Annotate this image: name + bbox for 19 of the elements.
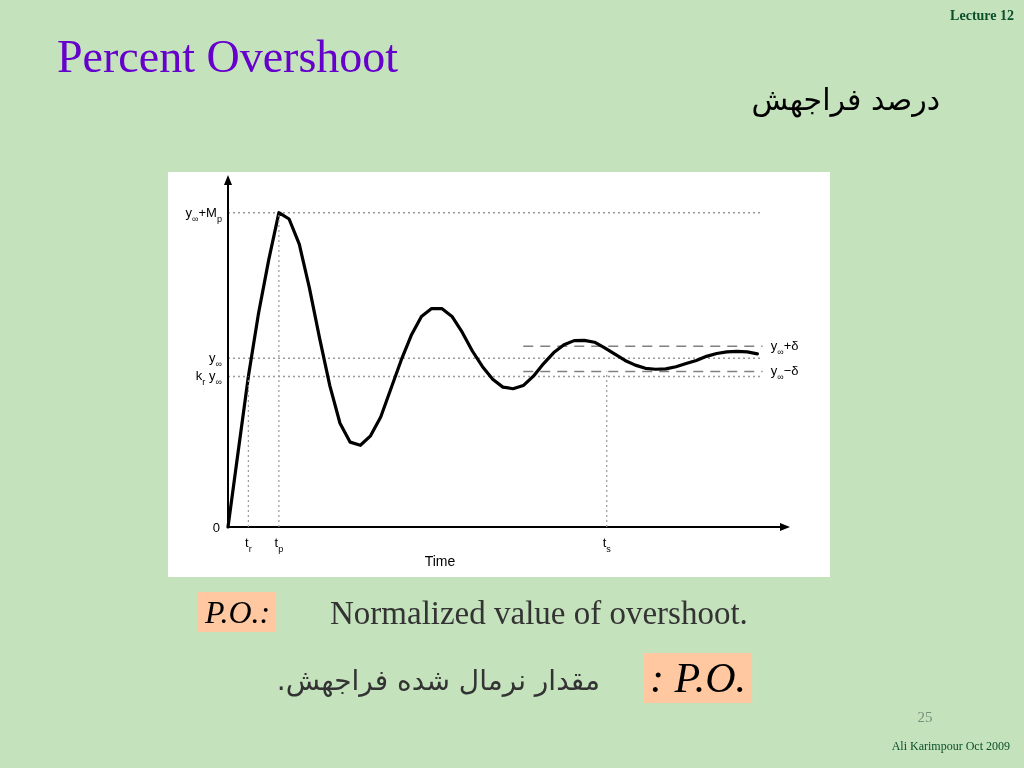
ref-line-label: k$_{r}$ y$_{∞}$ bbox=[195, 368, 222, 388]
text: Normalized value of overshoot. bbox=[330, 595, 748, 631]
text: 0 bbox=[212, 520, 220, 535]
text: درصد فراجهش bbox=[751, 82, 940, 118]
text: Lecture 12 bbox=[950, 8, 1014, 23]
text: P.O.: bbox=[204, 594, 271, 630]
ref-line-label: y$_{∞}$+M$_{p}$ bbox=[185, 204, 222, 224]
text: Ali Karimpour Oct 2009 bbox=[891, 739, 1010, 753]
text: مقدار نرمال شده فراجهش. bbox=[276, 664, 600, 697]
ref-line-label: y$_{∞}$+δ bbox=[770, 338, 799, 358]
chart-title: Percent Overshoot bbox=[57, 31, 399, 82]
text: : P.O. bbox=[650, 655, 747, 701]
text: 25 bbox=[917, 709, 933, 725]
text: t$_{r}$ bbox=[245, 535, 252, 554]
text: t$_{p}$ bbox=[274, 535, 284, 554]
ref-line-label: y$_{∞}$ bbox=[209, 350, 222, 370]
ref-line-label: y$_{∞}$−δ bbox=[770, 363, 799, 383]
text: t$_{s}$ bbox=[602, 535, 612, 554]
x-axis-title: Time bbox=[424, 553, 456, 569]
